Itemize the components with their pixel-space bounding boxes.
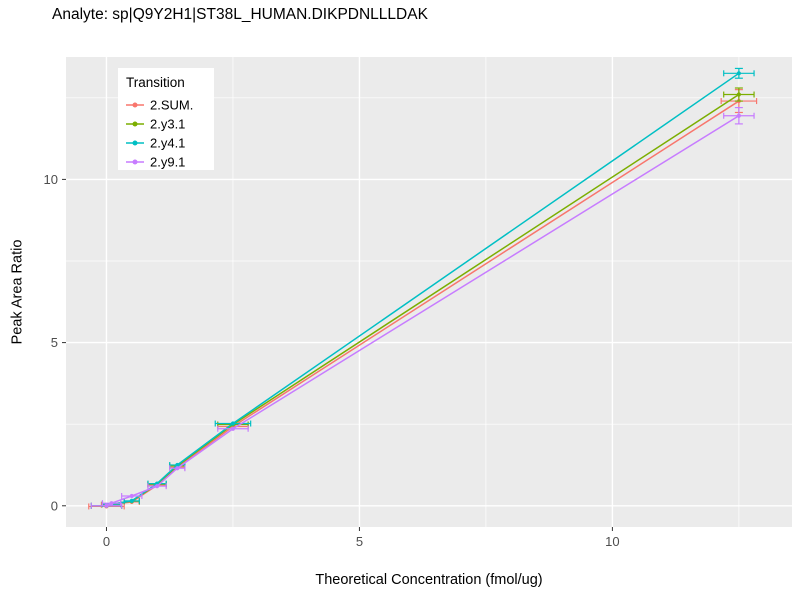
- data-point: [736, 71, 741, 76]
- data-point: [109, 501, 114, 506]
- y-tick-label: 0: [51, 498, 58, 513]
- data-point: [230, 421, 236, 426]
- legend: Transition 2.SUM. 2.y3.1 2.y4.1 2.y9.1: [118, 68, 214, 170]
- data-point: [154, 484, 160, 489]
- x-tick-label: 10: [605, 534, 619, 549]
- legend-label: 2.y3.1: [150, 117, 185, 132]
- legend-key-point: [132, 121, 138, 127]
- x-tick-label: 5: [356, 534, 363, 549]
- data-point: [230, 426, 236, 431]
- y-tick-label: 10: [44, 172, 58, 187]
- data-point: [129, 498, 134, 503]
- data-point: [129, 493, 134, 499]
- legend-key-point: [132, 140, 138, 146]
- series-2.y9.1: [90, 106, 755, 509]
- y-tick-label: 5: [51, 335, 58, 350]
- legend-label: 2.y4.1: [150, 136, 185, 151]
- x-axis-label: Theoretical Concentration (fmol/ug): [315, 572, 543, 588]
- x-tick-label: 0: [103, 534, 110, 549]
- data-point: [736, 113, 741, 118]
- legend-label: 2.y9.1: [150, 155, 185, 170]
- legend-background: [118, 68, 214, 170]
- data-point: [104, 503, 109, 508]
- data-point: [736, 92, 741, 97]
- legend-title: Transition: [126, 75, 185, 90]
- chart-title: Analyte: sp|Q9Y2H1|ST38L_HUMAN.DIKPDNLLL…: [52, 6, 428, 23]
- legend-label: 2.SUM.: [150, 98, 193, 113]
- legend-key-point: [132, 102, 138, 108]
- legend-key-point: [132, 159, 138, 165]
- data-point: [175, 466, 180, 471]
- data-point: [175, 462, 180, 468]
